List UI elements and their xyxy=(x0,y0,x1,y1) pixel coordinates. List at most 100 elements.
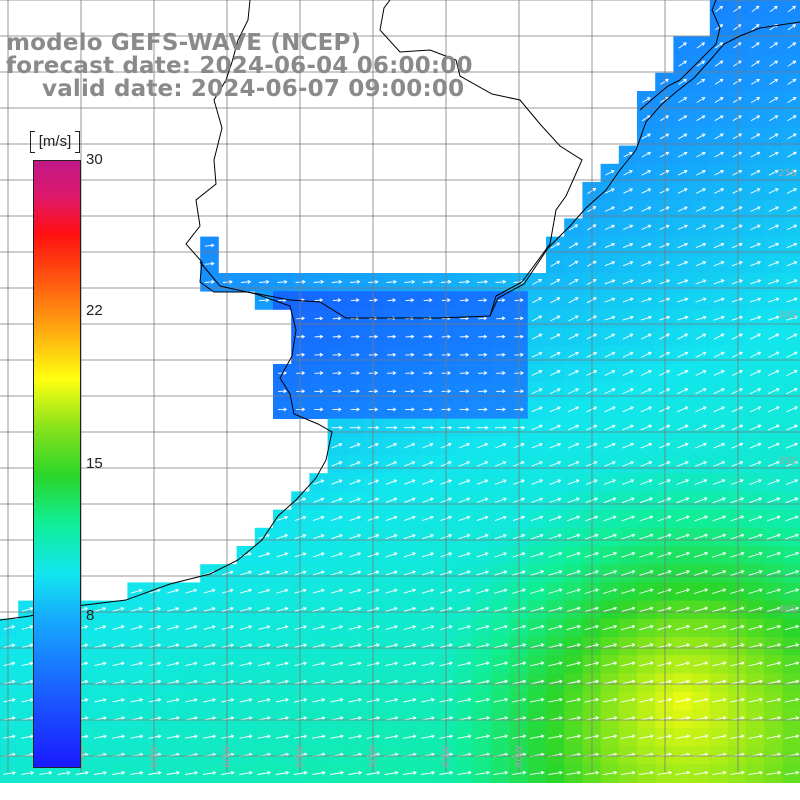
wind-arrow xyxy=(675,734,691,739)
wind-arrow xyxy=(749,315,762,321)
wind-arrow xyxy=(586,351,598,358)
wind-arrow xyxy=(167,606,180,612)
wind-arrow xyxy=(749,424,762,431)
wind-arrow xyxy=(493,661,509,667)
wind-arrow xyxy=(713,460,726,467)
wind-arrow xyxy=(203,643,216,648)
wind-arrow xyxy=(21,606,34,612)
wind-arrow xyxy=(731,442,744,449)
wind-arrow xyxy=(405,298,415,303)
wind-arrow xyxy=(422,479,434,485)
wind-arrow xyxy=(641,351,652,358)
wind-arrow xyxy=(676,497,690,504)
wind-arrow xyxy=(548,679,563,685)
wind-arrow xyxy=(731,333,743,340)
wind-arrow xyxy=(148,661,162,667)
wind-arrow xyxy=(331,533,343,540)
wind-arrow xyxy=(675,697,691,703)
wind-arrow xyxy=(677,242,689,249)
wind-arrow xyxy=(458,588,471,594)
wind-arrow xyxy=(603,479,617,485)
wind-arrow xyxy=(386,461,398,467)
wind-arrow xyxy=(475,679,490,685)
wind-arrow xyxy=(714,60,724,67)
wind-arrow xyxy=(550,297,561,304)
wind-arrow xyxy=(714,115,724,122)
wind-arrow xyxy=(314,334,324,339)
wind-arrow xyxy=(403,606,417,612)
wind-arrow xyxy=(405,352,415,357)
wind-arrow xyxy=(586,297,597,304)
wind-arrow xyxy=(275,734,290,739)
wind-arrow xyxy=(605,206,615,212)
wind-arrow xyxy=(605,170,615,176)
wind-arrow xyxy=(658,406,671,413)
wind-arrow xyxy=(620,624,636,631)
wind-arrow xyxy=(314,316,324,321)
wind-arrow xyxy=(787,5,796,13)
wind-arrow xyxy=(130,643,143,648)
wind-arrow xyxy=(693,570,709,576)
wind-arrow xyxy=(748,661,763,667)
wind-arrow xyxy=(786,333,798,340)
colorbar-tick-label: 22 xyxy=(86,302,103,319)
wind-arrow xyxy=(784,570,800,576)
wind-arrow xyxy=(786,315,798,321)
wind-arrow xyxy=(730,624,745,631)
wind-arrow xyxy=(531,497,544,503)
wind-arrow xyxy=(714,97,724,103)
wind-arrow xyxy=(130,625,143,630)
wind-arrow xyxy=(276,643,289,649)
wind-arrow xyxy=(731,406,744,413)
wind-arrow xyxy=(585,461,598,467)
wind-arrow xyxy=(549,497,562,503)
wind-arrow xyxy=(258,606,271,612)
wind-arrow xyxy=(185,698,198,703)
wind-arrow xyxy=(239,679,253,685)
wind-arrow xyxy=(659,315,671,321)
wind-arrow xyxy=(620,643,636,649)
wind-arrow xyxy=(750,333,762,340)
wind-arrow xyxy=(421,552,435,558)
wind-arrow xyxy=(385,606,398,612)
wind-arrow xyxy=(749,297,762,303)
wind-arrow xyxy=(678,97,688,103)
wind-arrow xyxy=(657,697,673,703)
wind-arrow xyxy=(404,442,416,449)
wind-arrow xyxy=(584,551,600,558)
wind-arrow xyxy=(478,298,488,303)
wind-arrow xyxy=(403,533,416,540)
wind-arrow xyxy=(405,389,415,394)
wind-arrow xyxy=(675,588,691,594)
wind-arrow xyxy=(623,242,634,249)
wind-arrow xyxy=(767,406,780,413)
wind-arrow xyxy=(713,388,725,395)
wind-arrow xyxy=(766,770,782,776)
wind-arrow xyxy=(658,424,671,431)
wind-arrow xyxy=(495,461,507,467)
wind-arrow xyxy=(457,679,472,685)
wind-arrow xyxy=(459,352,470,357)
wind-arrow xyxy=(748,679,763,685)
wind-arrow xyxy=(602,679,618,685)
wind-arrow xyxy=(620,661,636,667)
wind-arrow xyxy=(584,606,600,613)
colorbar xyxy=(33,160,81,768)
wind-arrow xyxy=(403,697,417,703)
wind-arrow xyxy=(421,770,436,775)
wind-arrow xyxy=(602,551,618,558)
wind-arrow xyxy=(458,497,471,503)
wind-arrow xyxy=(477,352,488,357)
wind-arrow xyxy=(203,734,217,739)
wind-arrow xyxy=(476,552,489,558)
wind-arrow xyxy=(94,643,107,648)
wind-arrow xyxy=(421,643,435,649)
wind-arrow xyxy=(784,624,800,631)
wind-arrow xyxy=(675,624,691,631)
wind-arrow xyxy=(602,643,618,649)
wind-arrow xyxy=(204,243,215,248)
wind-arrow xyxy=(677,406,689,413)
wind-arrow xyxy=(313,515,325,522)
wind-arrow xyxy=(350,298,360,303)
